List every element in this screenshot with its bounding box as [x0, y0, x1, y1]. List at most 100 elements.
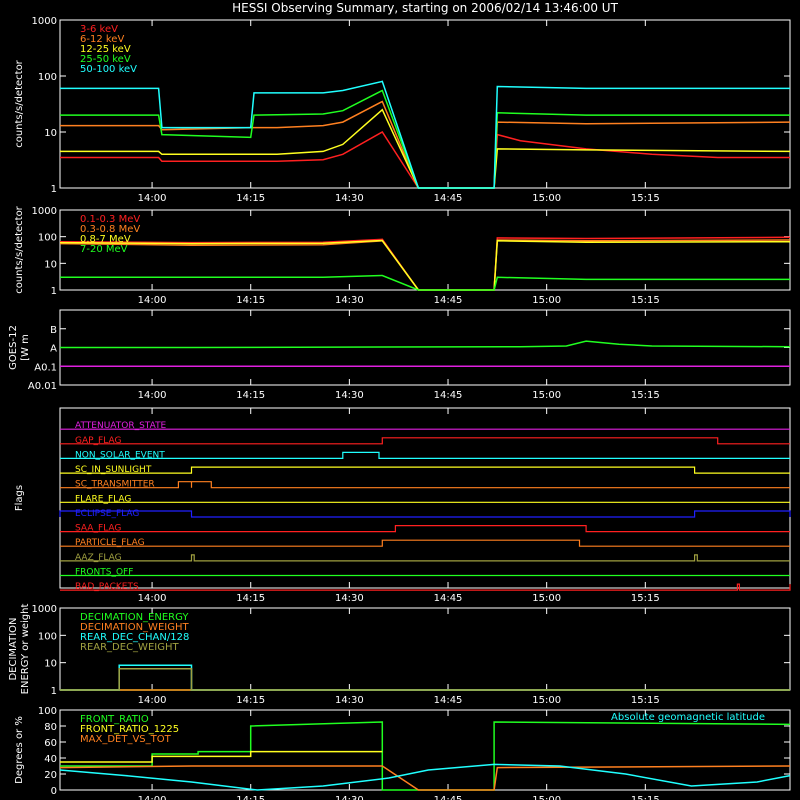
x-tick-label: 15:00	[532, 193, 561, 204]
x-tick-label: 14:15	[236, 593, 265, 604]
x-tick-label: 15:15	[631, 193, 660, 204]
flag-line-7	[60, 524, 790, 533]
series-line-goes-0	[60, 340, 791, 349]
flag-label: SC_TRANSMITTER	[75, 480, 155, 490]
legend-entry: REAR_DEC_WEIGHT	[80, 642, 179, 653]
y-axis-label-2: ENERGY or weight	[20, 604, 31, 695]
x-tick-label: 14:30	[335, 390, 364, 401]
x-tick-label: 14:45	[434, 695, 463, 706]
x-tick-label: 14:15	[236, 795, 265, 800]
y-tick-label: 1000	[32, 604, 57, 615]
legend-entry: FRONT_RATIO	[80, 714, 149, 725]
x-tick-label: 14:00	[138, 795, 167, 800]
flag-label: BAD_PACKETS	[75, 582, 139, 592]
y-tick-label: B	[50, 325, 57, 336]
x-tick-label: 14:45	[434, 593, 463, 604]
series-line-counts-low-4	[60, 80, 790, 189]
y-tick-label: A0.1	[34, 362, 57, 373]
x-tick-label: 14:45	[434, 390, 463, 401]
flag-line-11	[60, 583, 791, 591]
y-tick-label: 10	[44, 259, 57, 270]
x-tick-label: 14:30	[335, 295, 364, 306]
y-tick-label: 100	[38, 72, 57, 83]
y-tick-label: 1	[51, 286, 57, 297]
legend-entry: DECIMATION_WEIGHT	[80, 622, 189, 633]
legend-entry: FRONT_RATIO_1225	[80, 724, 179, 735]
legend-entry: REAR_DEC_CHAN/128	[80, 632, 189, 643]
legend-entry: 12-25 keV	[80, 44, 131, 55]
y-axis-label-2: [W m	[20, 334, 31, 361]
series-line-decimation-3	[60, 667, 790, 691]
x-tick-label: 15:15	[631, 795, 660, 800]
y-tick-label: 100	[38, 706, 57, 717]
x-tick-label: 14:30	[335, 795, 364, 800]
flag-label: SAA_FLAG	[75, 524, 121, 534]
x-tick-label: 14:00	[138, 193, 167, 204]
legend-entry: 25-50 keV	[80, 54, 131, 65]
x-tick-label: 15:00	[532, 795, 561, 800]
flag-label: AAZ_FLAG	[75, 553, 122, 563]
flag-label: ATTENUATOR_STATE	[75, 421, 167, 431]
x-tick-label: 14:15	[236, 695, 265, 706]
legend-entry: 6-12 keV	[80, 34, 124, 45]
y-tick-label: 10	[44, 128, 57, 139]
y-axis-label: Degrees or %	[14, 716, 25, 784]
x-tick-label: 15:15	[631, 295, 660, 306]
y-tick-label: 1	[51, 184, 57, 195]
x-tick-label: 14:00	[138, 295, 167, 306]
x-tick-label: 14:00	[138, 390, 167, 401]
flag-label: PARTICLE_FLAG	[75, 538, 145, 548]
y-tick-label: 20	[44, 770, 57, 781]
legend-entry: DECIMATION_ENERGY	[80, 612, 189, 623]
flag-label: SC_IN_SUNLIGHT	[75, 465, 152, 475]
series-line-counts-low-3	[60, 89, 790, 189]
legend-entry: 3-6 keV	[80, 24, 118, 35]
y-axis-label: counts/s/detector	[14, 205, 25, 293]
flag-line-3	[60, 466, 790, 474]
series-line-ratio-2	[59, 765, 791, 791]
panel-frame-flags	[59, 407, 791, 589]
flag-label: GAP_FLAG	[75, 436, 121, 446]
y-tick-label: 1000	[32, 16, 57, 27]
y-tick-label: 40	[44, 754, 57, 765]
y-tick-label: 60	[44, 738, 57, 749]
series-line-ratio-3	[59, 763, 791, 791]
legend-entry: 50-100 keV	[80, 64, 137, 75]
y-axis-label: counts/s/detector	[14, 59, 25, 147]
y-tick-label: A	[50, 344, 57, 355]
x-tick-label: 14:15	[236, 193, 265, 204]
series-line-counts-low-0	[60, 130, 790, 189]
chart-title: HESSI Observing Summary, starting on 200…	[232, 1, 618, 15]
x-tick-label: 14:00	[138, 593, 167, 604]
x-tick-label: 15:15	[631, 695, 660, 706]
x-tick-label: 14:45	[434, 193, 463, 204]
legend-entry: 0.3-0.8 MeV	[80, 224, 140, 235]
flag-line-8	[60, 539, 790, 547]
x-tick-label: 15:00	[532, 695, 561, 706]
flag-line-4	[60, 481, 790, 489]
y-tick-label: 80	[44, 722, 57, 733]
flag-label: ECLIPSE_FLAG	[75, 509, 139, 519]
flag-line-2	[60, 451, 790, 459]
flag-label: FLARE_FLAG	[75, 494, 131, 504]
y-tick-label: 0	[51, 786, 57, 797]
x-tick-label: 15:00	[532, 593, 561, 604]
y-tick-label: 100	[38, 233, 57, 244]
x-tick-label: 15:00	[532, 390, 561, 401]
y-axis-label: Flags	[14, 485, 25, 511]
x-tick-label: 14:00	[138, 695, 167, 706]
y-tick-label: A0.01	[28, 381, 57, 392]
x-tick-label: 14:30	[335, 593, 364, 604]
series-line-counts-high-3	[60, 274, 790, 291]
y-axis-label: GOES-12	[8, 325, 19, 370]
series-line-counts-low-2	[60, 108, 791, 189]
flag-line-6	[59, 510, 791, 518]
y-tick-label: 100	[38, 631, 57, 642]
flag-label: NON_SOLAR_EVENT	[75, 450, 165, 460]
annotation-label: Absolute geomagnetic latitude	[611, 712, 765, 723]
legend-entry: 0.8-7 MeV	[80, 234, 131, 245]
x-tick-label: 15:15	[631, 390, 660, 401]
y-tick-label: 1000	[32, 206, 57, 217]
flag-line-9	[60, 554, 790, 562]
